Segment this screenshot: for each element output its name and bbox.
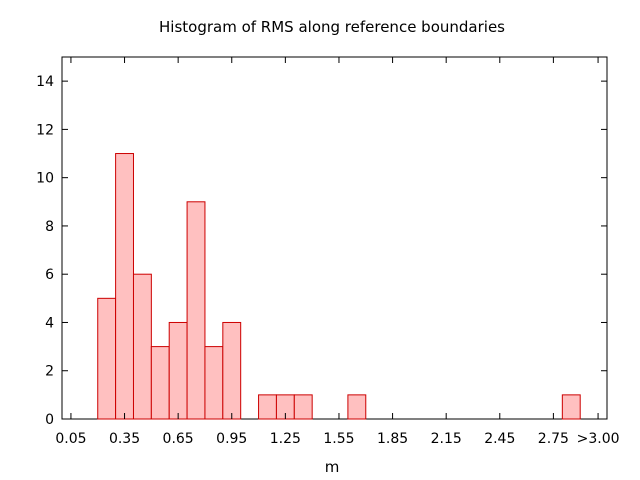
x-tick-label: 1.55 bbox=[323, 431, 354, 447]
histogram-bar bbox=[186, 201, 206, 420]
x-tick-label: 0.35 bbox=[109, 431, 140, 447]
x-tick-label: 2.15 bbox=[431, 431, 462, 447]
y-tick-label: 0 bbox=[45, 412, 54, 428]
x-tick-label: 2.45 bbox=[484, 431, 515, 447]
y-tick-label: 8 bbox=[45, 219, 54, 235]
x-tick-label: 1.25 bbox=[270, 431, 301, 447]
x-tick-label: 0.05 bbox=[55, 431, 86, 447]
x-axis: 0.05 0.35 0.65 0.95 1.25 1.55 1.85 2.15 2.45 2.75… bbox=[55, 57, 620, 447]
y-tick-label: 6 bbox=[45, 267, 54, 283]
histogram-bar bbox=[132, 273, 152, 420]
x-tick-label: 0.95 bbox=[216, 431, 247, 447]
histogram-bar bbox=[150, 346, 170, 420]
histogram-bar bbox=[561, 394, 581, 420]
y-tick-label: 4 bbox=[45, 315, 54, 331]
x-tick-label: >3.00 bbox=[577, 431, 620, 447]
histogram-bar bbox=[115, 153, 134, 420]
y-tick-label: 10 bbox=[36, 171, 54, 187]
histogram-bar bbox=[258, 394, 277, 420]
histogram-bar bbox=[204, 346, 224, 420]
y-tick-label: 2 bbox=[45, 364, 54, 380]
histogram-bar bbox=[97, 297, 117, 420]
bars-group bbox=[97, 153, 581, 420]
histogram-bar bbox=[347, 394, 367, 420]
histogram-bar bbox=[293, 394, 313, 420]
y-tick-label: 12 bbox=[36, 122, 54, 138]
histogram-bar bbox=[168, 321, 188, 420]
x-tick-label: 0.65 bbox=[163, 431, 194, 447]
x-tick-label: 1.85 bbox=[377, 431, 408, 447]
y-axis: 0 2 4 6 8 10 12 14 bbox=[36, 74, 607, 428]
chart-title: Histogram of RMS along reference boundar… bbox=[159, 18, 505, 36]
x-axis-label: m bbox=[325, 458, 340, 476]
x-tick-label: 2.75 bbox=[538, 431, 569, 447]
y-tick-label: 14 bbox=[36, 74, 54, 90]
plot-frame bbox=[61, 56, 608, 420]
histogram-bar bbox=[222, 321, 242, 420]
